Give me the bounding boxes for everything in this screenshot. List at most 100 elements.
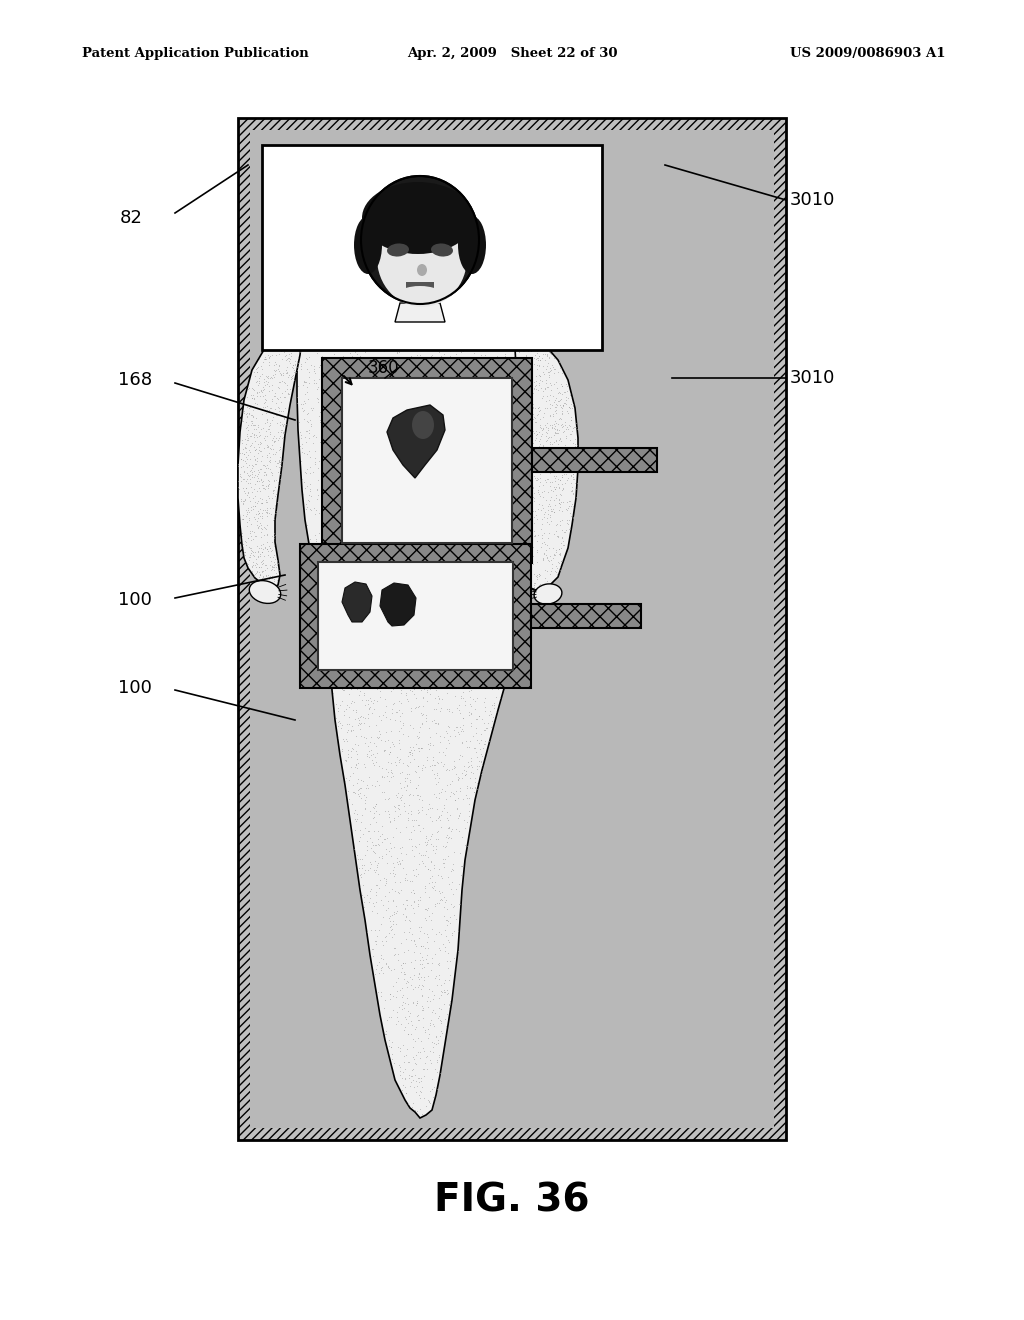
Point [445,783,462,804]
Point [369,470,385,491]
Point [267,385,284,407]
Point [425,878,441,899]
Point [534,494,550,515]
Point [377,393,393,414]
Point [377,331,393,352]
Point [531,463,548,484]
Point [338,645,354,667]
Point [314,321,331,342]
Point [328,619,344,640]
Point [562,455,579,477]
Point [396,909,413,931]
Point [442,601,459,622]
Point [416,420,432,441]
Point [270,451,287,473]
Point [386,809,402,830]
Point [438,504,455,525]
Point [426,620,442,642]
Point [532,442,549,463]
Point [534,440,550,461]
Point [401,393,418,414]
Point [415,686,431,708]
Point [436,345,453,366]
Point [388,515,404,536]
Point [247,466,263,487]
Point [483,678,500,700]
Point [261,546,278,568]
Point [417,969,433,990]
Point [373,960,389,981]
Point [480,347,497,368]
Point [239,503,255,524]
Point [418,804,434,825]
Point [358,840,375,861]
Point [301,366,317,387]
Point [473,335,489,356]
Point [258,565,274,586]
Point [460,752,476,774]
Point [509,352,525,374]
Point [400,478,417,499]
Point [454,454,470,475]
Point [321,611,337,632]
Point [407,1052,423,1073]
Point [563,480,580,502]
Point [445,895,462,916]
Point [531,566,548,587]
Point [392,705,409,726]
Point [425,747,441,768]
Point [504,408,520,429]
Point [306,451,323,473]
Point [379,351,395,372]
Point [477,642,494,663]
Point [347,408,364,429]
Point [244,457,260,478]
Point [487,557,504,578]
Point [255,379,271,400]
Point [245,544,261,565]
Point [398,495,415,516]
Point [465,726,481,747]
Point [254,550,270,572]
Point [342,384,358,405]
Point [480,381,497,403]
Point [242,469,258,490]
Point [506,345,522,366]
Point [548,520,564,541]
Point [274,428,291,449]
Point [518,494,535,515]
Point [350,684,367,705]
Point [483,539,500,560]
Point [419,932,435,953]
Point [376,543,392,564]
Point [333,677,349,698]
Point [372,545,388,566]
Point [336,314,352,335]
Point [452,337,468,358]
Point [434,882,451,903]
Point [455,454,471,475]
Point [407,935,423,956]
Point [501,367,517,388]
Point [259,486,275,507]
Point [430,660,446,681]
Point [378,706,394,727]
Point [357,445,374,466]
Point [464,568,480,589]
Point [485,379,502,400]
Point [429,577,445,598]
Point [473,515,489,536]
Point [362,610,379,631]
Point [525,564,542,585]
Point [404,643,421,664]
Point [455,721,471,742]
Point [293,335,309,356]
Point [473,310,489,331]
Point [428,499,444,520]
Point [354,857,371,878]
Point [275,342,292,363]
Point [376,767,392,788]
Point [389,651,406,672]
Point [388,785,404,807]
Point [542,360,558,381]
